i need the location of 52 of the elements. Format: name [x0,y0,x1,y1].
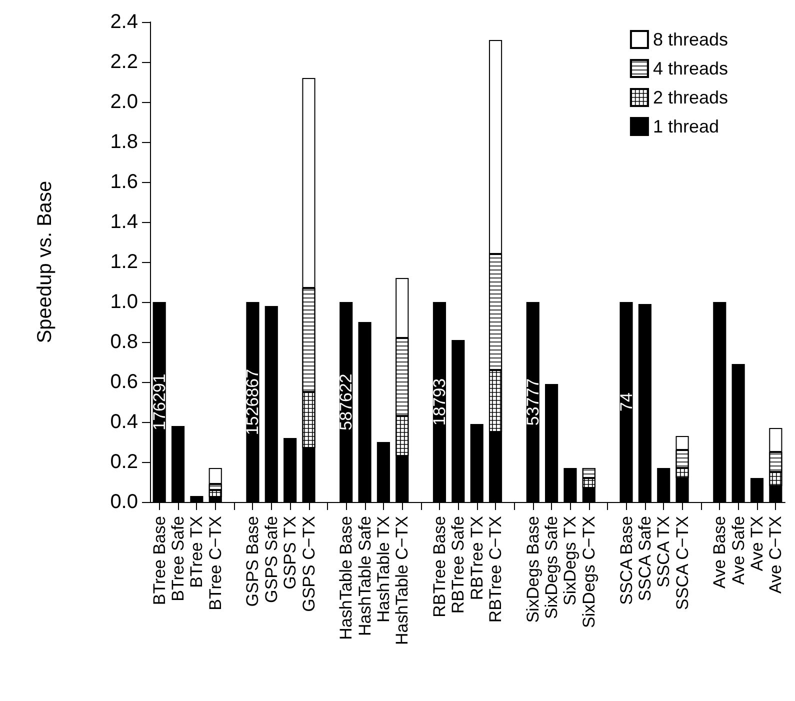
x-tick-label: SixDegs TX [560,516,580,606]
x-tick-label: SSCA C−TX [672,516,692,610]
x-tick-label: Ave Base [710,516,730,588]
x-tick-label: RBTree TX [467,516,486,600]
legend-label: 4 threads [652,58,728,78]
x-tick-label: GSPS Safe [262,516,281,603]
x-tick-label: RBTree Safe [448,516,468,614]
x-tick-label: Ave TX [747,516,766,572]
x-tick-label: HashTable C−TX [392,516,412,645]
x-tick-label: RBTree C−TX [486,516,506,623]
y-tick-label: 0.6 [110,371,138,393]
annotation: 74 [616,392,636,412]
y-tick-label: 1.2 [110,251,138,273]
y-tick-label: 2.4 [110,11,138,33]
x-tick-label: BTree Safe [168,516,188,602]
y-tick-label: 0.4 [110,411,138,433]
y-axis-title: Speedup vs. Base [34,180,56,344]
x-tick-label: Ave C−TX [766,516,786,594]
x-tick-label: SSCA TX [654,516,674,588]
annotation: 53777 [523,378,542,426]
x-tick-label: HashTable Safe [355,516,374,636]
y-tick-label: 1.4 [110,211,138,233]
x-tick-label: GSPS C−TX [299,516,318,612]
legend-label: 1 thread [652,116,720,136]
annotation: 176291 [150,374,169,430]
x-tick-label: SSCA Safe [635,516,654,602]
x-tick-label: BTree Base [150,516,169,606]
x-tick-label: SixDegs Safe [542,516,562,619]
x-tick-label: RBTree Base [430,516,449,618]
x-tick-label: SixDegs C−TX [579,516,598,628]
x-tick-label: GSPS TX [280,516,300,590]
annotation: 587622 [336,374,356,430]
y-tick-label: 0.0 [110,491,138,513]
x-tick-label: HashTable TX [374,516,393,622]
y-tick-label: 0.8 [110,331,138,353]
x-tick-label: BTree TX [187,516,206,588]
annotation: 1526867 [243,368,262,436]
x-tick-label: Ave Safe [728,516,748,585]
annotation: 18793 [430,378,449,426]
x-tick-label: BTree C−TX [206,516,225,610]
legend-label: 2 threads [652,88,728,108]
y-tick-label: 2.0 [110,91,138,113]
y-tick-label: 2.2 [110,51,138,73]
y-tick-label: 1.6 [110,171,138,193]
x-tick-label: SSCA Base [616,516,636,605]
y-tick-label: 0.2 [110,451,138,473]
legend-label: 8 threads [652,30,728,50]
x-tick-label: GSPS Base [243,516,262,607]
x-tick-label: HashTable Base [336,516,356,640]
x-tick-label: SixDegs Base [523,516,542,623]
y-tick-label: 1.8 [110,131,138,153]
y-tick-label: 1.0 [110,291,138,313]
